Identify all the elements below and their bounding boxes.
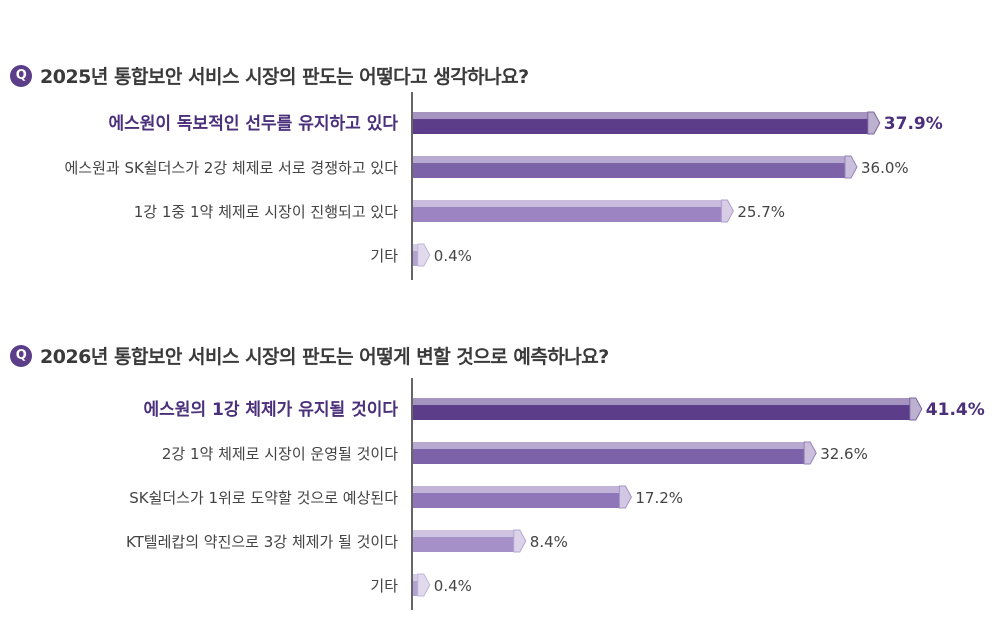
value-label: 41.4% bbox=[926, 400, 985, 420]
category-label: 기타 bbox=[370, 577, 398, 595]
chart-2026: 에스원의 1강 체제가 유지될 것이다 41.4% 2강 1약 체제로 시장이 운영… bbox=[126, 378, 985, 610]
value-label: 8.4% bbox=[530, 533, 568, 551]
bar-cap bbox=[618, 485, 632, 509]
bar-cap bbox=[803, 441, 817, 465]
bar-highlight bbox=[413, 530, 514, 538]
bar-cap bbox=[720, 199, 734, 223]
bar-cap bbox=[417, 243, 431, 267]
category-label: 기타 bbox=[370, 247, 398, 265]
q-badge-icon: Q bbox=[10, 344, 32, 367]
bar-highlight bbox=[413, 112, 868, 120]
value-label: 17.2% bbox=[635, 489, 683, 507]
category-label: 2강 1약 체제로 시장이 운영될 것이다 bbox=[162, 445, 398, 463]
bar-cap bbox=[909, 397, 923, 421]
value-label: 37.9% bbox=[884, 114, 943, 134]
value-label: 0.4% bbox=[434, 247, 472, 265]
bar bbox=[413, 574, 418, 596]
question-2-text: 2026년 통합보안 서비스 시장의 판도는 어떻게 변할 것으로 예측하나요? bbox=[40, 346, 609, 368]
bar-highlight bbox=[413, 442, 805, 450]
category-label: 에스원과 SK쉴더스가 2강 체제로 서로 경쟁하고 있다 bbox=[64, 159, 398, 177]
category-label: SK쉴더스가 1위로 도약할 것으로 예상된다 bbox=[129, 489, 398, 507]
bar-cap bbox=[417, 573, 431, 597]
chart-2025: 에스원이 독보적인 선두를 유지하고 있다 37.9% 에스원과 SK쉴더스가 2강… bbox=[64, 92, 943, 280]
value-label: 0.4% bbox=[434, 577, 472, 595]
bar bbox=[413, 244, 418, 266]
value-label: 25.7% bbox=[737, 203, 785, 221]
category-label: KT텔레캅의 약진으로 3강 체제가 될 것이다 bbox=[126, 533, 398, 551]
bar-cap bbox=[513, 529, 527, 553]
bar-highlight bbox=[413, 574, 418, 582]
question-2: Q 2026년 통합보안 서비스 시장의 판도는 어떻게 변할 것으로 예측하나… bbox=[10, 342, 609, 369]
bar-highlight bbox=[413, 156, 845, 164]
bar-highlight bbox=[413, 398, 910, 406]
question-1: Q 2025년 통합보안 서비스 시장의 판도는 어떻다고 생각하나요? bbox=[10, 62, 529, 89]
bar-cap bbox=[867, 111, 881, 135]
bar-highlight bbox=[413, 486, 620, 494]
value-label: 36.0% bbox=[861, 159, 909, 177]
bar-highlight bbox=[413, 200, 722, 208]
bar-highlight bbox=[413, 244, 418, 252]
category-label: 에스원이 독보적인 선두를 유지하고 있다 bbox=[108, 114, 398, 134]
bar-cap bbox=[844, 155, 858, 179]
value-label: 32.6% bbox=[820, 445, 868, 463]
category-label: 에스원의 1강 체제가 유지될 것이다 bbox=[144, 400, 399, 420]
category-label: 1강 1중 1약 체제로 시장이 진행되고 있다 bbox=[134, 203, 398, 221]
question-1-text: 2025년 통합보안 서비스 시장의 판도는 어떻다고 생각하나요? bbox=[40, 66, 529, 88]
q-badge-icon: Q bbox=[10, 64, 32, 87]
